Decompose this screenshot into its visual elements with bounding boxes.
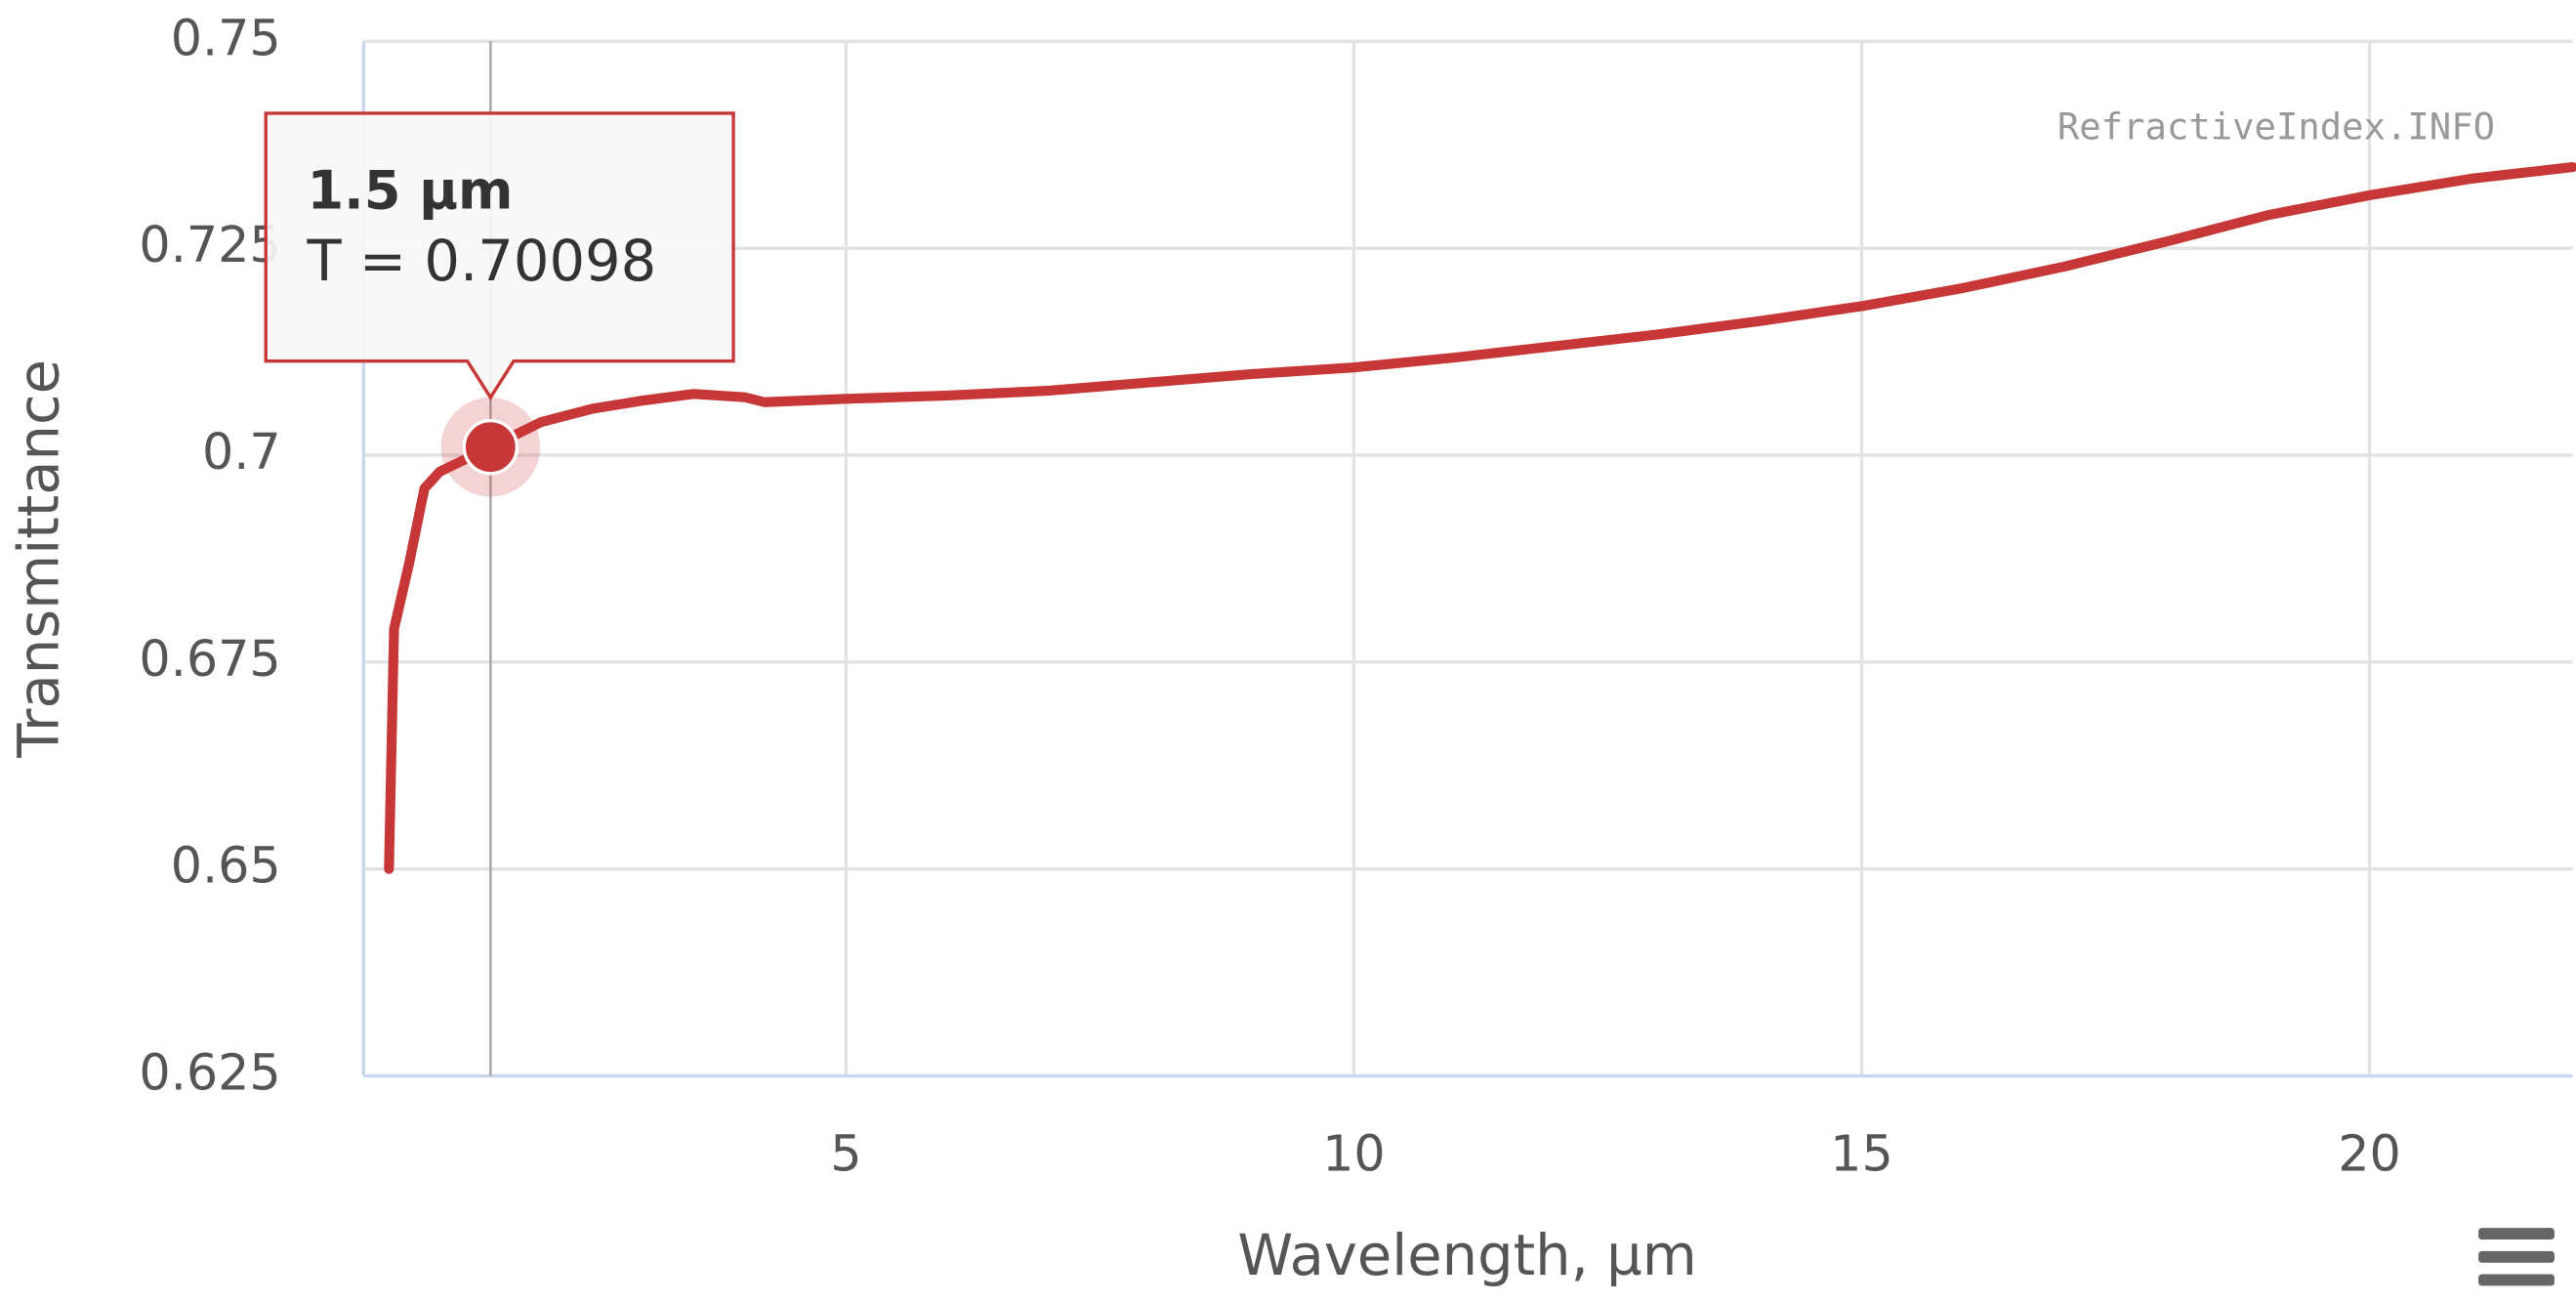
highlight-point	[462, 418, 519, 476]
y-tick-label: 0.625	[139, 1044, 280, 1102]
x-tick-label: 15	[1830, 1124, 1893, 1182]
y-tick-label: 0.675	[139, 630, 280, 688]
y-tick-label: 0.725	[139, 216, 280, 273]
tooltip-title: 1.5 µm	[308, 159, 514, 221]
x-tick-label: 10	[1322, 1124, 1386, 1182]
menu-bar	[2478, 1274, 2555, 1286]
menu-bar	[2478, 1228, 2555, 1240]
x-axis-title: Wavelength, µm	[1237, 1223, 1696, 1288]
tooltip-box	[264, 111, 735, 401]
x-tick-label: 20	[2338, 1124, 2401, 1182]
y-tick-label: 0.75	[171, 9, 281, 66]
y-axis-title: Transmittance	[7, 359, 72, 759]
menu-bar	[2478, 1250, 2555, 1263]
watermark: RefractiveIndex.INFO	[2057, 105, 2495, 147]
x-tick-label: 5	[830, 1124, 861, 1182]
menu-button[interactable]	[2474, 1223, 2558, 1293]
y-tick-label: 0.65	[171, 837, 281, 895]
tooltip-text: T = 0.70098	[307, 229, 657, 294]
plot	[384, 162, 2576, 874]
y-tick-label: 0.7	[202, 423, 281, 481]
